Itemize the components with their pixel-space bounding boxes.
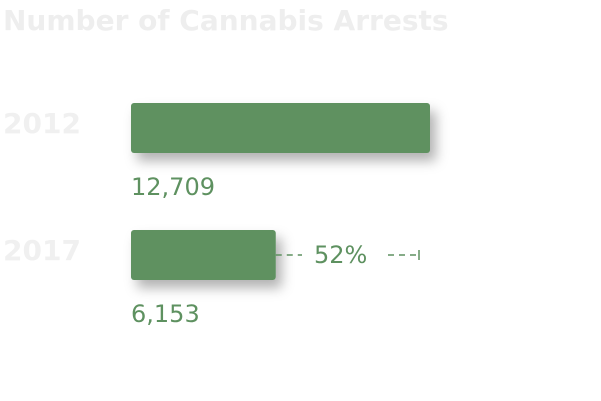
- value-label: 6,153: [131, 300, 200, 328]
- category-label: 2017: [3, 234, 81, 267]
- value-label: 12,709: [131, 173, 215, 201]
- bar: [131, 103, 430, 153]
- category-label: 2012: [3, 107, 81, 140]
- annotation: 52%: [314, 241, 367, 269]
- chart-title: Number of Cannabis Arrests: [3, 4, 449, 37]
- bar: [131, 230, 276, 280]
